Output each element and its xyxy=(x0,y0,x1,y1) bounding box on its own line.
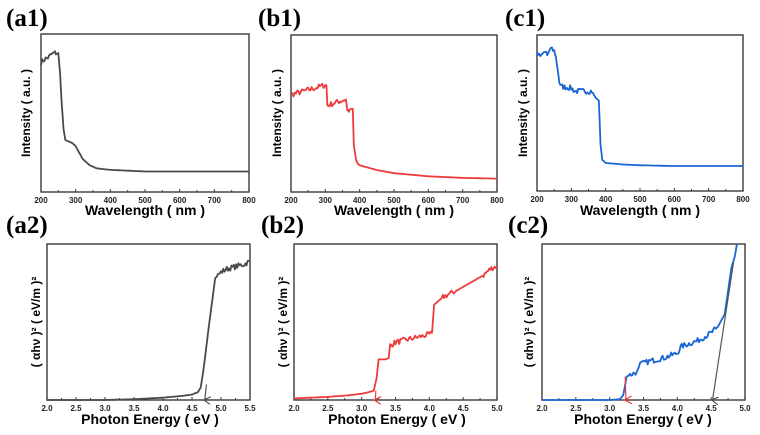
data-series-b2 xyxy=(294,265,498,400)
panel-b2: (b2) ( αhν )² ( eV/m )² Photon Energy ( … xyxy=(261,212,503,427)
x-tick-label: 400 xyxy=(599,195,613,204)
x-tick-label: 600 xyxy=(668,195,682,204)
panel-label: (b1) xyxy=(258,5,301,32)
x-tick-label: 4.5 xyxy=(186,404,198,413)
x-tick-label: 2.5 xyxy=(322,404,334,413)
x-tick-label: 3.0 xyxy=(604,404,616,413)
x-tick-label: 700 xyxy=(702,195,716,204)
x-tick-label: 4.5 xyxy=(458,404,470,413)
x-tick-label: 300 xyxy=(565,195,579,204)
x-tick-label: 2.5 xyxy=(570,404,582,413)
panel-a1: (a1) Intensity ( a.u. ) Wavelength ( nm … xyxy=(6,5,256,218)
x-tick-label: 700 xyxy=(208,196,222,205)
x-tick-label: 2.5 xyxy=(70,404,82,413)
plot-frame xyxy=(536,34,744,192)
x-tick-label: 300 xyxy=(69,196,83,205)
x-tick-label: 500 xyxy=(633,195,647,204)
x-tick-label: 200 xyxy=(34,196,48,205)
panel-c2: (c2) ( αhν )² ( eV/m )² Photon Energy ( … xyxy=(508,212,751,427)
x-tick-label: 700 xyxy=(456,196,470,205)
data-series-c1 xyxy=(536,46,743,167)
plot-frame xyxy=(46,243,251,401)
x-tick-label: 800 xyxy=(490,196,504,205)
bandgap-arrow xyxy=(205,384,207,400)
plot-frame xyxy=(541,243,746,401)
panel-a2: (a2) ( αhν )² ( eV/m )² Photon Energy ( … xyxy=(6,212,256,427)
panel-label: (a1) xyxy=(6,5,48,32)
x-tick-label: 3.0 xyxy=(99,404,111,413)
data-series-c2 xyxy=(542,243,738,401)
panel-c1: (c1) Intensity ( a.u. ) Wavelength ( nm … xyxy=(505,5,750,218)
bandgap-arrow xyxy=(713,262,735,400)
x-tick-label: 3.5 xyxy=(390,404,402,413)
x-tick-label: 4.0 xyxy=(424,404,436,413)
plot-frame xyxy=(290,34,498,193)
x-tick-label: 2.0 xyxy=(536,404,548,413)
y-axis-label: ( αhν )² ( eV/m )² xyxy=(276,277,290,368)
plot-frame xyxy=(293,243,498,401)
x-tick-label: 400 xyxy=(353,196,367,205)
panel-label: (c2) xyxy=(508,212,548,239)
x-tick-label: 2.0 xyxy=(288,404,300,413)
x-axis-label: Photon Energy ( eV ) xyxy=(81,411,219,427)
x-tick-label: 5.0 xyxy=(491,404,503,413)
x-tick-label: 600 xyxy=(173,196,187,205)
x-axis-label: Photon Energy ( eV ) xyxy=(328,411,466,427)
data-series-b1 xyxy=(290,82,498,180)
x-tick-label: 500 xyxy=(138,196,152,205)
plot-frame xyxy=(40,33,250,193)
x-tick-label: 400 xyxy=(104,196,118,205)
panel-label: (a2) xyxy=(6,212,48,239)
y-axis-label: ( αhν )² ( eV/m )² xyxy=(522,277,536,368)
x-tick-label: 200 xyxy=(530,195,544,204)
panel-label: (b2) xyxy=(261,212,304,239)
y-axis-label: Intensity ( a.u. ) xyxy=(270,69,284,157)
x-tick-label: 800 xyxy=(736,195,750,204)
x-tick-label: 2.0 xyxy=(41,404,53,413)
x-tick-label: 3.5 xyxy=(128,404,140,413)
x-tick-label: 5.5 xyxy=(244,404,256,413)
panel-b1: (b1) Intensity ( a.u. ) Wavelength ( nm … xyxy=(258,5,504,218)
x-tick-label: 4.5 xyxy=(706,404,718,413)
x-tick-label: 500 xyxy=(387,196,401,205)
x-axis-label: Wavelength ( nm ) xyxy=(85,202,205,218)
x-tick-label: 300 xyxy=(319,196,333,205)
x-tick-label: 3.0 xyxy=(356,404,368,413)
panel-label: (c1) xyxy=(505,5,545,32)
x-tick-label: 600 xyxy=(422,196,436,205)
x-axis-label: Wavelength ( nm ) xyxy=(334,202,454,218)
x-tick-label: 3.5 xyxy=(638,404,650,413)
x-tick-label: 800 xyxy=(242,196,256,205)
x-tick-label: 4.0 xyxy=(157,404,169,413)
x-axis-label: Photon Energy ( eV ) xyxy=(574,411,712,427)
y-axis-label: ( αhν )² ( eV/m )² xyxy=(29,277,43,368)
x-axis-label: Wavelength ( nm ) xyxy=(580,202,700,218)
x-tick-label: 5.0 xyxy=(739,404,751,413)
y-axis-label: Intensity ( a.u. ) xyxy=(516,69,530,157)
x-tick-label: 5.0 xyxy=(215,404,227,413)
x-tick-label: 4.0 xyxy=(672,404,684,413)
x-tick-label: 200 xyxy=(284,196,298,205)
data-series-a1 xyxy=(40,50,249,173)
bandgap-arrow xyxy=(625,376,626,400)
data-series-a2 xyxy=(47,259,251,401)
y-axis-label: Intensity ( a.u. ) xyxy=(19,69,33,157)
bandgap-arrow xyxy=(375,390,376,400)
